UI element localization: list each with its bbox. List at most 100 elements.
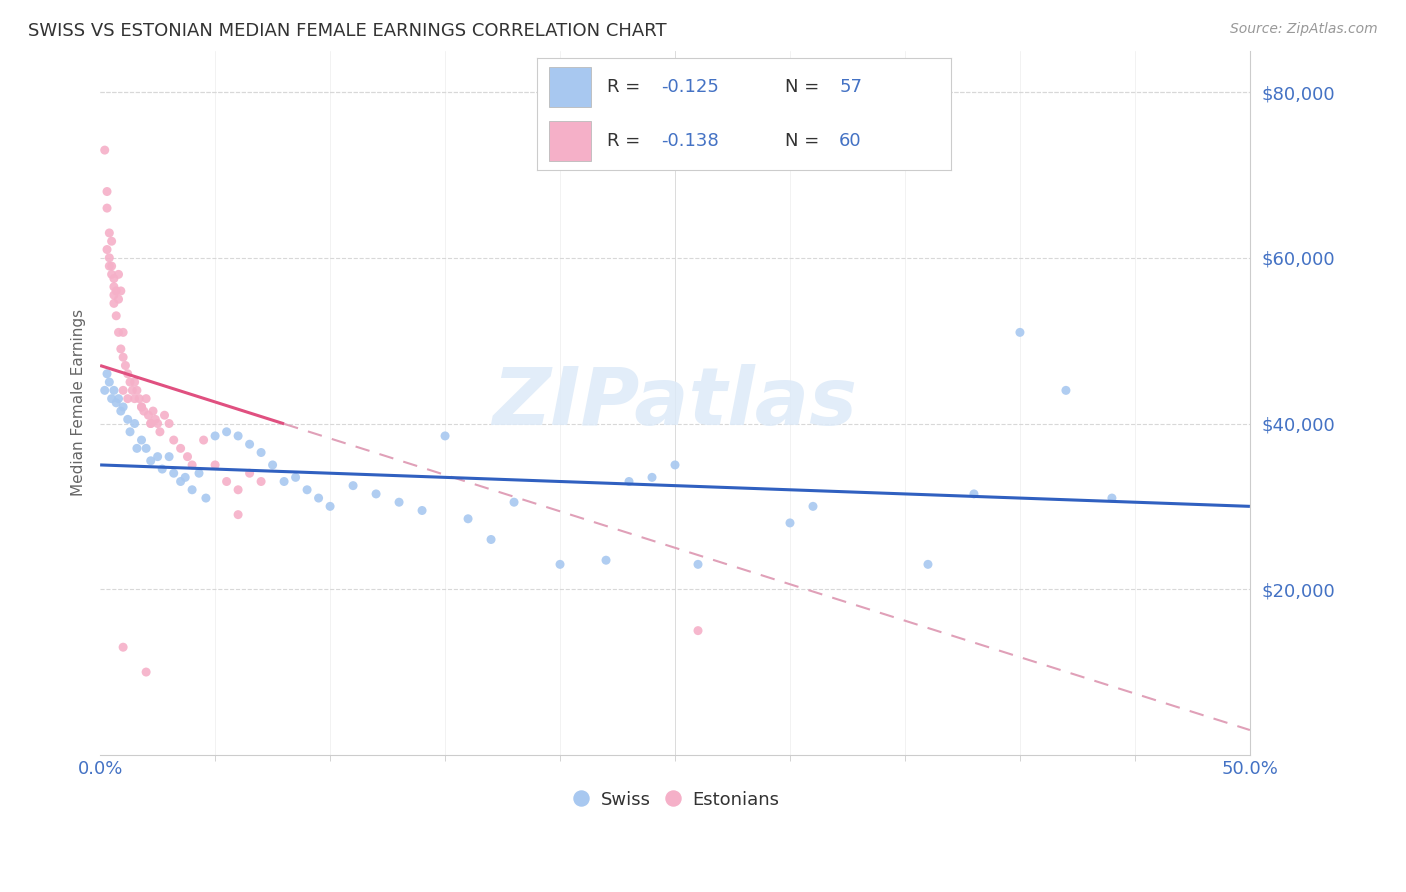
- Point: [388, 495, 411, 509]
- Point: [308, 491, 330, 505]
- Point: [479, 533, 502, 547]
- Point: [641, 470, 664, 484]
- Point: [117, 392, 139, 406]
- Point: [135, 665, 157, 679]
- Point: [686, 624, 709, 638]
- Point: [100, 259, 122, 273]
- Point: [112, 400, 135, 414]
- Point: [139, 417, 162, 431]
- Point: [143, 412, 166, 426]
- Point: [96, 185, 118, 199]
- Point: [98, 259, 121, 273]
- Point: [142, 404, 165, 418]
- Point: [139, 417, 162, 431]
- Point: [132, 404, 155, 418]
- Point: [114, 359, 136, 373]
- Point: [98, 375, 121, 389]
- Point: [112, 640, 135, 655]
- Point: [149, 425, 172, 439]
- Point: [204, 458, 226, 472]
- Point: [176, 450, 198, 464]
- Point: [117, 367, 139, 381]
- Point: [174, 470, 197, 484]
- Point: [215, 425, 238, 439]
- Point: [103, 296, 125, 310]
- Point: [100, 234, 122, 248]
- Point: [364, 487, 387, 501]
- Point: [801, 500, 824, 514]
- Point: [128, 392, 150, 406]
- Point: [131, 400, 153, 414]
- Point: [118, 425, 141, 439]
- Point: [226, 508, 249, 522]
- Point: [107, 326, 129, 340]
- Point: [250, 445, 273, 459]
- Point: [617, 475, 640, 489]
- Point: [125, 384, 148, 398]
- Point: [135, 392, 157, 406]
- Point: [503, 495, 526, 509]
- Point: [204, 429, 226, 443]
- Point: [595, 553, 617, 567]
- Point: [963, 487, 986, 501]
- Point: [110, 404, 132, 418]
- Point: [226, 483, 249, 497]
- Point: [93, 384, 115, 398]
- Point: [284, 470, 307, 484]
- Point: [107, 292, 129, 306]
- Point: [96, 367, 118, 381]
- Point: [169, 475, 191, 489]
- Point: [239, 467, 262, 481]
- Legend: Swiss, Estonians: Swiss, Estonians: [564, 782, 787, 816]
- Point: [342, 478, 364, 492]
- Text: Source: ZipAtlas.com: Source: ZipAtlas.com: [1230, 22, 1378, 37]
- Point: [1054, 384, 1077, 398]
- Point: [411, 503, 433, 517]
- Point: [250, 475, 273, 489]
- Y-axis label: Median Female Earnings: Median Female Earnings: [72, 310, 86, 496]
- Point: [139, 454, 162, 468]
- Point: [98, 226, 121, 240]
- Point: [153, 408, 176, 422]
- Point: [131, 433, 153, 447]
- Point: [163, 467, 186, 481]
- Point: [107, 392, 129, 406]
- Point: [226, 429, 249, 443]
- Point: [194, 491, 217, 505]
- Point: [96, 201, 118, 215]
- Point: [1101, 491, 1123, 505]
- Point: [434, 429, 457, 443]
- Point: [917, 558, 939, 572]
- Point: [118, 375, 141, 389]
- Point: [103, 384, 125, 398]
- Point: [319, 500, 342, 514]
- Point: [146, 417, 169, 431]
- Point: [273, 475, 295, 489]
- Point: [105, 396, 128, 410]
- Point: [117, 412, 139, 426]
- Point: [664, 458, 686, 472]
- Point: [103, 280, 125, 294]
- Point: [125, 442, 148, 456]
- Point: [103, 271, 125, 285]
- Point: [112, 326, 135, 340]
- Point: [105, 309, 128, 323]
- Point: [124, 375, 146, 389]
- Point: [124, 417, 146, 431]
- Text: ZIPatlas: ZIPatlas: [492, 364, 858, 442]
- Point: [100, 268, 122, 282]
- Point: [105, 284, 128, 298]
- Point: [110, 342, 132, 356]
- Point: [93, 143, 115, 157]
- Point: [124, 392, 146, 406]
- Point: [100, 392, 122, 406]
- Point: [262, 458, 284, 472]
- Point: [181, 458, 204, 472]
- Point: [215, 475, 238, 489]
- Point: [239, 437, 262, 451]
- Point: [96, 243, 118, 257]
- Point: [157, 450, 180, 464]
- Point: [112, 350, 135, 364]
- Point: [548, 558, 571, 572]
- Point: [169, 442, 191, 456]
